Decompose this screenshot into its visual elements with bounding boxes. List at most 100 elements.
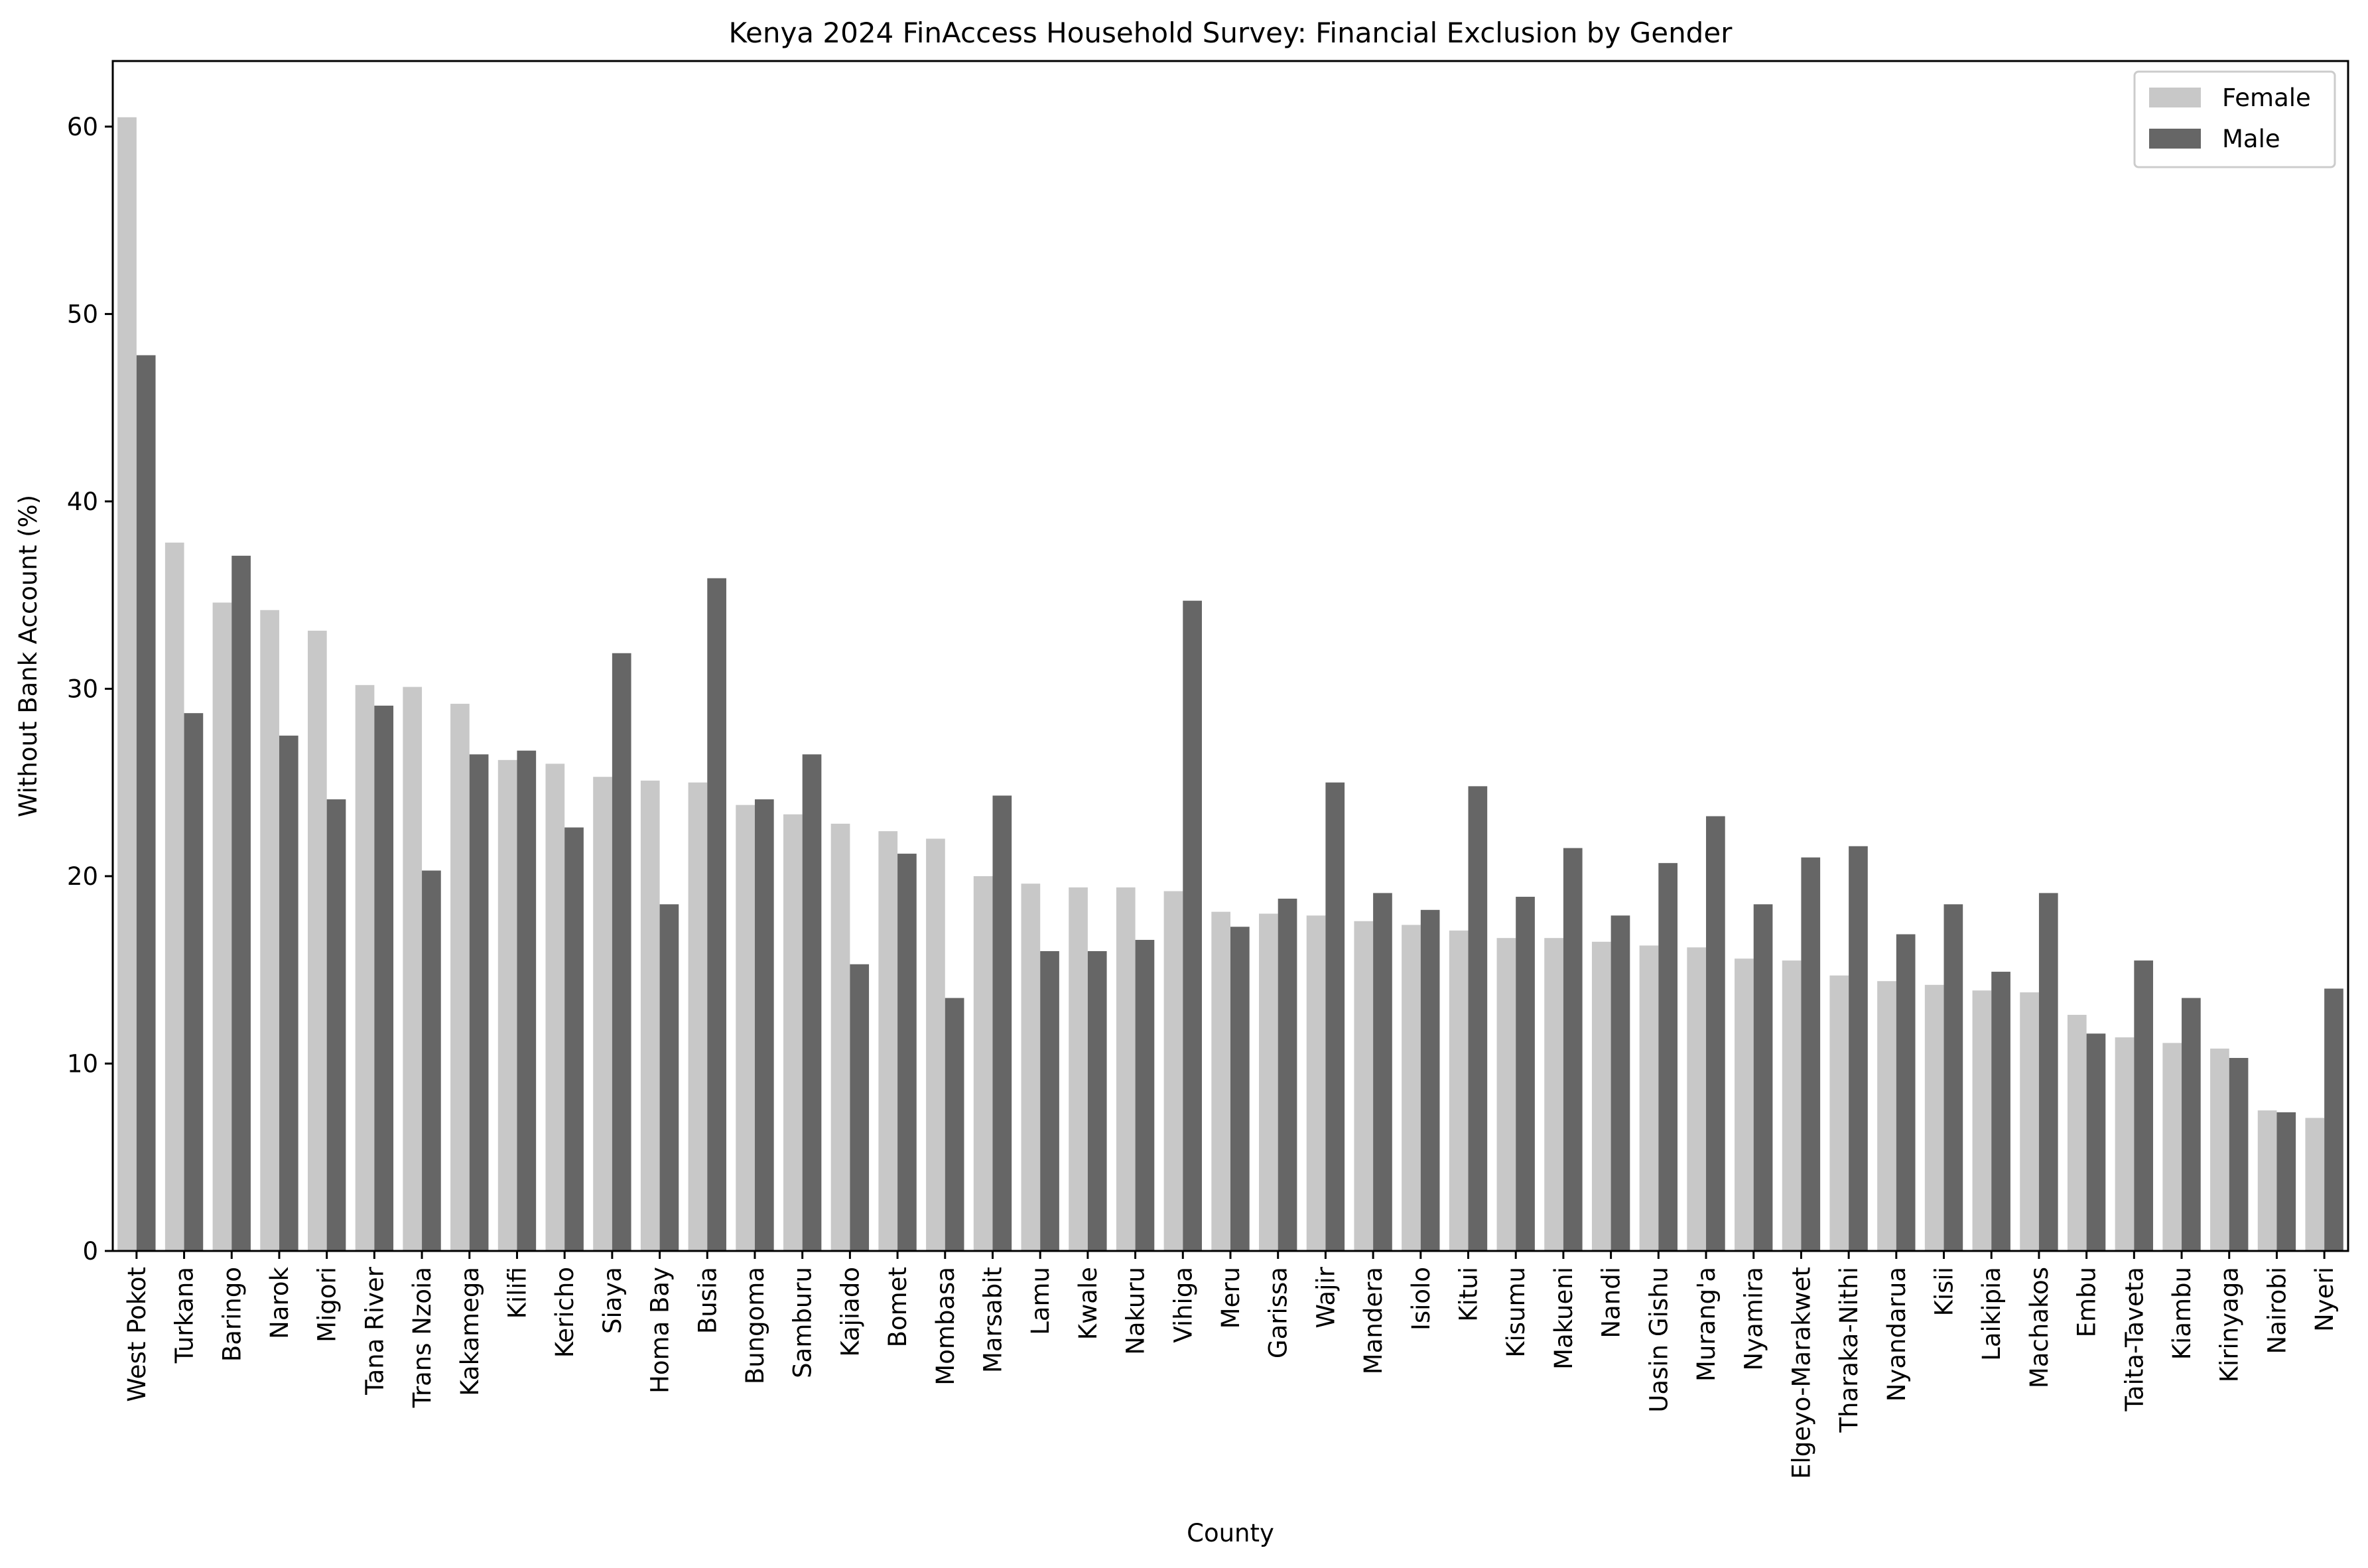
x-tick-label-17: Mombasa bbox=[931, 1267, 960, 1386]
x-tick-label-14: Samburu bbox=[789, 1267, 817, 1378]
bar-female-6 bbox=[403, 686, 423, 1251]
bar-male-43 bbox=[2182, 998, 2201, 1251]
bar-female-42 bbox=[2115, 1037, 2135, 1251]
x-tick-label-28: Kitui bbox=[1455, 1267, 1483, 1322]
bar-female-10 bbox=[593, 777, 612, 1251]
bar-male-7 bbox=[469, 754, 489, 1251]
bar-male-8 bbox=[517, 750, 537, 1251]
bar-male-38 bbox=[1943, 904, 1963, 1251]
x-tick-label-15: Kajiado bbox=[836, 1267, 864, 1357]
y-axis: 0 10 20 30 40 50 60 bbox=[67, 113, 113, 1266]
bar-female-25 bbox=[1306, 915, 1326, 1251]
x-tick-label-34: Nyamira bbox=[1740, 1267, 1768, 1370]
y-tick-label-6: 60 bbox=[67, 113, 98, 141]
bar-female-46 bbox=[2305, 1118, 2325, 1251]
bar-male-44 bbox=[2229, 1058, 2249, 1251]
bar-male-11 bbox=[659, 904, 679, 1251]
x-tick-label-40: Machakos bbox=[2025, 1267, 2054, 1388]
bar-female-12 bbox=[688, 782, 708, 1251]
bar-male-37 bbox=[1896, 934, 1916, 1251]
y-tick-label-0: 0 bbox=[82, 1237, 98, 1266]
x-tick-label-45: Nairobi bbox=[2263, 1267, 2291, 1354]
bar-female-30 bbox=[1544, 938, 1563, 1251]
x-tick-label-39: Laikipia bbox=[1977, 1267, 2006, 1361]
bar-male-41 bbox=[2086, 1033, 2106, 1251]
bar-male-31 bbox=[1611, 915, 1630, 1251]
bar-female-36 bbox=[1829, 975, 1849, 1251]
bar-male-46 bbox=[2324, 988, 2343, 1251]
x-tick-label-43: Kiambu bbox=[2168, 1267, 2196, 1360]
bar-male-17 bbox=[945, 998, 964, 1251]
x-tick-label-4: Migori bbox=[313, 1267, 342, 1342]
x-tick-label-31: Nandi bbox=[1597, 1267, 1626, 1339]
bar-female-38 bbox=[1924, 984, 1944, 1251]
bar-female-31 bbox=[1591, 941, 1611, 1251]
bar-female-41 bbox=[2067, 1015, 2087, 1251]
bar-male-27 bbox=[1420, 909, 1440, 1251]
x-tick-label-10: Siaya bbox=[598, 1267, 627, 1334]
y-axis-label: Without Bank Account (%) bbox=[14, 495, 42, 817]
x-axis-label: County bbox=[1187, 1519, 1274, 1547]
bar-male-0 bbox=[136, 355, 156, 1251]
bar-female-16 bbox=[878, 831, 898, 1251]
x-tick-label-5: Tana River bbox=[360, 1266, 389, 1396]
x-tick-label-0: West Pokot bbox=[123, 1267, 151, 1402]
x-tick-label-35: Elgeyo-Marakwet bbox=[1787, 1267, 1815, 1479]
bar-female-4 bbox=[307, 630, 327, 1251]
bar-male-3 bbox=[279, 736, 298, 1251]
x-tick-label-13: Bungoma bbox=[741, 1267, 769, 1384]
plot-frame bbox=[111, 60, 2349, 1252]
x-tick-label-3: Narok bbox=[265, 1266, 294, 1339]
bar-male-22 bbox=[1183, 600, 1202, 1251]
bar-female-45 bbox=[2257, 1110, 2277, 1251]
bar-female-27 bbox=[1402, 925, 1421, 1251]
y-tick-label-4: 40 bbox=[67, 488, 98, 516]
y-tick-label-3: 30 bbox=[67, 675, 98, 703]
x-tick-label-11: Homa Bay bbox=[646, 1267, 675, 1394]
bar-female-43 bbox=[2162, 1043, 2182, 1251]
bar-male-16 bbox=[897, 854, 917, 1251]
x-tick-label-21: Nakuru bbox=[1122, 1267, 1150, 1355]
bar-female-21 bbox=[1116, 887, 1136, 1251]
legend: Female Male bbox=[2133, 70, 2336, 168]
bar-female-20 bbox=[1069, 887, 1088, 1251]
bar-male-34 bbox=[1753, 904, 1773, 1251]
bar-male-9 bbox=[564, 827, 584, 1251]
bar-male-23 bbox=[1230, 927, 1250, 1251]
bar-female-3 bbox=[260, 610, 279, 1251]
x-tick-label-26: Mandera bbox=[1359, 1267, 1388, 1374]
x-tick-label-33: Murang'a bbox=[1692, 1267, 1721, 1382]
bar-female-14 bbox=[783, 814, 803, 1251]
bar-male-18 bbox=[992, 795, 1012, 1251]
bar-male-40 bbox=[2038, 893, 2058, 1251]
bar-male-45 bbox=[2276, 1112, 2296, 1251]
x-tick-label-32: Uasin Gishu bbox=[1644, 1267, 1673, 1413]
bar-female-40 bbox=[2020, 992, 2039, 1251]
x-axis: West Pokot Turkana Baringo Narok Migori Tana … bbox=[123, 1251, 2339, 1479]
bar-female-29 bbox=[1496, 938, 1516, 1251]
bar-female-7 bbox=[450, 704, 470, 1251]
bar-male-36 bbox=[1849, 846, 1868, 1251]
x-tick-label-37: Nyandarua bbox=[1882, 1267, 1911, 1402]
bar-male-30 bbox=[1563, 848, 1583, 1251]
bar-female-23 bbox=[1211, 911, 1230, 1251]
bar-female-5 bbox=[355, 685, 375, 1251]
bar-female-0 bbox=[117, 117, 137, 1252]
bar-female-28 bbox=[1449, 930, 1469, 1251]
x-tick-label-24: Garissa bbox=[1264, 1267, 1293, 1358]
x-tick-label-1: Turkana bbox=[170, 1267, 199, 1364]
bar-male-6 bbox=[422, 870, 441, 1251]
bar-female-1 bbox=[164, 543, 184, 1251]
bar-female-44 bbox=[2210, 1048, 2229, 1251]
x-tick-label-29: Kisumu bbox=[1502, 1267, 1530, 1358]
bar-male-29 bbox=[1516, 897, 1535, 1251]
bar-male-4 bbox=[326, 799, 346, 1251]
x-tick-label-44: Kirinyaga bbox=[2215, 1267, 2244, 1382]
bar-male-26 bbox=[1373, 893, 1392, 1251]
bar-male-33 bbox=[1706, 816, 1725, 1251]
x-tick-label-38: Kisii bbox=[1930, 1267, 1959, 1316]
bar-female-2 bbox=[212, 602, 232, 1251]
x-tick-label-18: Marsabit bbox=[978, 1267, 1007, 1373]
legend-label-male: Male bbox=[2222, 125, 2280, 153]
